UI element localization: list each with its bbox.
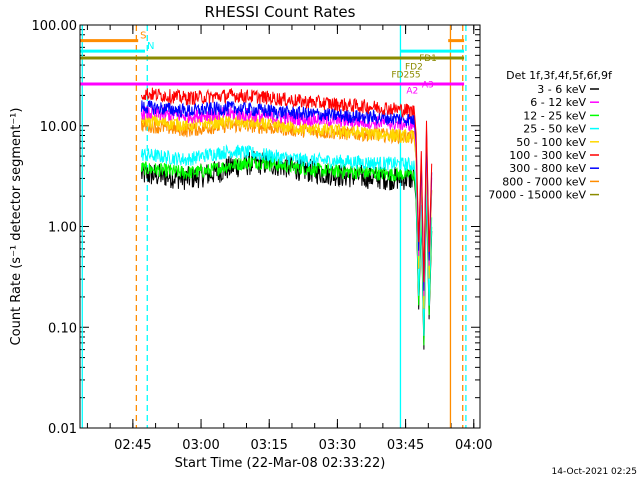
series-line [140, 87, 433, 283]
x-tick-label: 02:45 [114, 438, 151, 453]
annotation-label: FD1 [419, 54, 437, 64]
annotation-label: FD2 [405, 63, 423, 73]
legend-label: 7000 - 15000 keV [488, 189, 586, 202]
vertical-markers [81, 25, 467, 428]
series-line [140, 156, 433, 346]
x-tick-label: 04:00 [455, 438, 492, 453]
annotation-label: A2 [406, 86, 418, 96]
flag-lines: SN [80, 31, 465, 86]
series-lines [140, 87, 433, 350]
y-tick-label: 0.10 [48, 321, 77, 336]
x-tick-label: 03:45 [387, 438, 424, 453]
series-line [140, 118, 433, 309]
x-tick-label: 03:15 [250, 438, 287, 453]
series-line [140, 143, 433, 336]
y-tick-label: 1.00 [48, 221, 77, 236]
chart-title: RHESSI Count Rates [205, 3, 356, 21]
series-line [140, 113, 433, 309]
legend-label: 300 - 800 keV [509, 162, 586, 175]
legend-label: 3 - 6 keV [537, 83, 586, 96]
legend-label: 12 - 25 keV [523, 109, 586, 122]
legend-label: 25 - 50 keV [523, 123, 586, 136]
y-axis-label: Count Rate (s⁻¹ detector segment⁻¹) [9, 108, 24, 346]
flag-label: N [147, 41, 154, 52]
legend-label: 6 - 12 keV [530, 96, 586, 109]
series-line [140, 150, 433, 350]
series-line [140, 100, 433, 291]
legend-header: Det 1f,3f,4f,5f,6f,9f [506, 69, 613, 82]
annotation-label: A3 [422, 80, 434, 90]
x-axis-label: Start Time (22-Mar-08 02:33:22) [175, 456, 386, 471]
x-tick-label: 03:30 [319, 438, 356, 453]
y-tick-label: 100.00 [32, 19, 78, 34]
annotation-label: FD255 [391, 71, 420, 81]
plot-frame [79, 24, 481, 429]
y-tick-label: 10.00 [40, 120, 77, 135]
legend-label: 800 - 7000 keV [502, 175, 586, 188]
x-tick-label: 03:00 [182, 438, 219, 453]
legend-label: 100 - 300 keV [509, 149, 586, 162]
legend-label: 50 - 100 keV [516, 136, 586, 149]
timestamp: 14-Oct-2021 02:25 [552, 467, 637, 477]
flag-label: S [140, 31, 146, 42]
y-tick-label: 0.01 [48, 422, 77, 437]
